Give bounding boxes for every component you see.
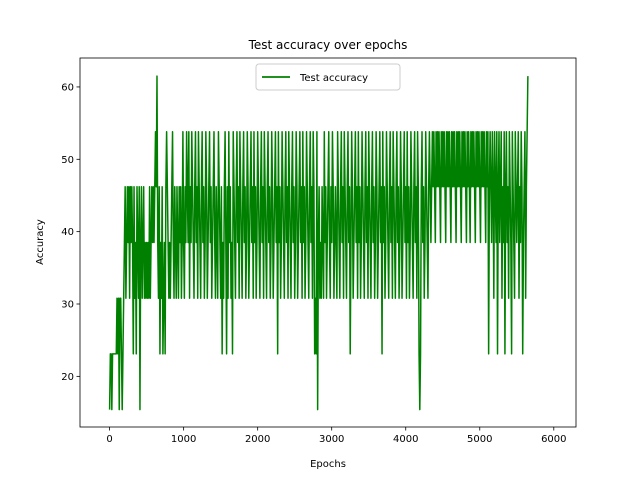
x-tick-label: 4000 xyxy=(393,434,418,445)
legend: Test accuracy xyxy=(255,63,401,91)
y-tick-label: 20 xyxy=(61,372,74,383)
y-tick-label: 60 xyxy=(61,82,74,93)
y-tick-label: 50 xyxy=(61,155,74,166)
x-tick-label: 1000 xyxy=(171,434,196,445)
x-tick-label: 2000 xyxy=(245,434,270,445)
y-tick-label: 40 xyxy=(61,227,74,238)
series-line-test-accuracy xyxy=(108,75,529,411)
y-axis-label: Accuracy xyxy=(35,219,46,265)
y-tick-label: 30 xyxy=(61,300,74,311)
legend-entry-test-accuracy: Test accuracy xyxy=(299,73,368,84)
x-axis-label: Epochs xyxy=(310,459,346,470)
chart-title: Test accuracy over epochs xyxy=(248,38,408,52)
axes-frame xyxy=(79,57,577,428)
x-tick-label: 0 xyxy=(106,434,112,445)
x-tick-label: 3000 xyxy=(319,434,344,445)
series-layer xyxy=(108,75,529,411)
x-axis: 0 1000 2000 3000 4000 5000 6000 xyxy=(106,427,567,445)
x-tick-label: 6000 xyxy=(541,434,566,445)
y-axis: 20 30 40 50 60 xyxy=(61,82,80,383)
x-tick-label: 5000 xyxy=(467,434,492,445)
legend-box xyxy=(255,63,401,91)
